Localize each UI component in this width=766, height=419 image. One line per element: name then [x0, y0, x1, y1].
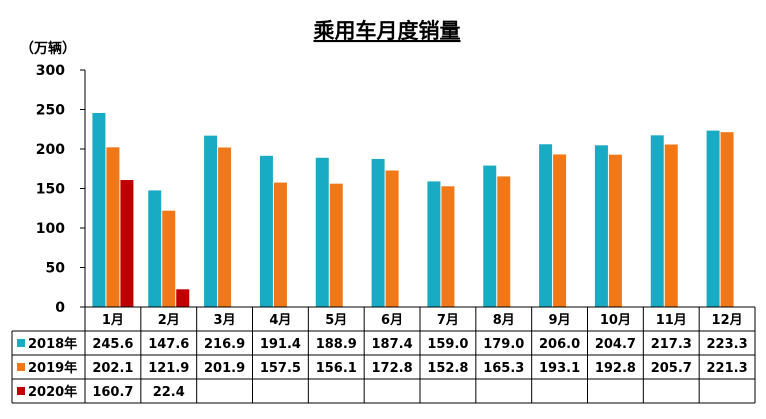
y-axis: 0 50 100 150 200 250 300	[36, 63, 86, 316]
bar	[706, 130, 720, 307]
bar	[385, 170, 399, 307]
bar	[273, 182, 287, 307]
bar	[594, 145, 608, 307]
data-value-cell: 157.5	[260, 361, 301, 376]
bar	[608, 154, 622, 307]
legend-swatch	[17, 363, 25, 371]
category-label: 4月	[269, 313, 291, 328]
data-value-cell: 245.6	[92, 337, 133, 352]
data-value-cell: 165.3	[483, 361, 524, 376]
category-label: 10月	[600, 313, 631, 328]
data-value-cell: 202.1	[92, 361, 133, 376]
legend-label: 2018年	[28, 336, 77, 352]
legend-label: 2020年	[28, 384, 77, 400]
category-label: 3月	[214, 313, 236, 328]
bar	[483, 165, 497, 307]
data-value-cell: 217.3	[651, 337, 692, 352]
data-value-cell: 172.8	[372, 361, 413, 376]
data-value-cell: 188.9	[316, 337, 357, 352]
data-value-cell: 192.8	[595, 361, 636, 376]
data-value-cell: 191.4	[260, 337, 301, 352]
category-label: 2月	[158, 313, 180, 328]
chart-title: 乘用车月度销量	[313, 19, 461, 43]
category-label: 7月	[437, 313, 459, 328]
bar	[720, 132, 734, 307]
data-value-cell: 121.9	[148, 361, 189, 376]
bar	[120, 180, 134, 307]
y-tick-label: 50	[46, 261, 66, 277]
bar	[218, 147, 232, 307]
data-value-cell: 160.7	[92, 385, 133, 400]
category-label: 11月	[656, 313, 687, 328]
category-label: 5月	[325, 313, 347, 328]
category-label: 6月	[381, 313, 403, 328]
data-value-cell: 206.0	[539, 337, 580, 352]
data-value-cell: 221.3	[707, 361, 748, 376]
bar	[176, 289, 190, 307]
bar	[539, 144, 553, 307]
bar	[315, 157, 329, 307]
data-value-cell: 179.0	[483, 337, 524, 352]
category-label: 1月	[102, 313, 124, 328]
y-tick-label: 0	[55, 300, 65, 316]
data-value-cell: 22.4	[153, 385, 185, 400]
data-value-cell: 147.6	[148, 337, 189, 352]
data-value-cell: 216.9	[204, 337, 245, 352]
data-value-cell: 159.0	[427, 337, 468, 352]
category-label: 8月	[493, 313, 515, 328]
data-value-cell: 156.1	[316, 361, 357, 376]
legend-swatch	[17, 387, 25, 395]
data-value-cell: 205.7	[651, 361, 692, 376]
data-value-cell: 223.3	[707, 337, 748, 352]
category-label: 9月	[549, 313, 571, 328]
bar	[497, 176, 511, 307]
bar	[650, 135, 664, 307]
bar	[664, 144, 678, 307]
bar	[259, 155, 273, 307]
legend-swatch	[17, 339, 25, 347]
bars-group	[92, 112, 734, 307]
unit-label: （万辆）	[20, 40, 76, 57]
bar	[371, 158, 385, 307]
bar	[92, 112, 106, 307]
data-value-cell: 204.7	[595, 337, 636, 352]
y-tick-label: 200	[36, 142, 65, 158]
bar	[427, 181, 441, 307]
data-value-cell: 201.9	[204, 361, 245, 376]
legend-label: 2019年	[28, 360, 77, 376]
bar	[441, 186, 455, 307]
bar	[148, 190, 162, 307]
y-tick-label: 150	[36, 182, 65, 198]
y-tick-label: 300	[36, 63, 65, 79]
data-value-cell: 193.1	[539, 361, 580, 376]
y-tick-label: 250	[36, 103, 65, 119]
bar	[329, 183, 343, 307]
data-value-cell: 187.4	[372, 337, 413, 352]
y-tick-label: 100	[36, 221, 65, 237]
data-table: 1月 2月 3月 4月 5月 6月 7月 8月 9月 10月 11月 12月 2018年 245.6 147…	[11, 306, 756, 404]
data-value-cell: 152.8	[427, 361, 468, 376]
category-label: 12月	[712, 313, 743, 328]
bar	[553, 154, 567, 307]
bar	[162, 210, 176, 307]
bar	[204, 135, 218, 307]
bar	[106, 147, 120, 307]
